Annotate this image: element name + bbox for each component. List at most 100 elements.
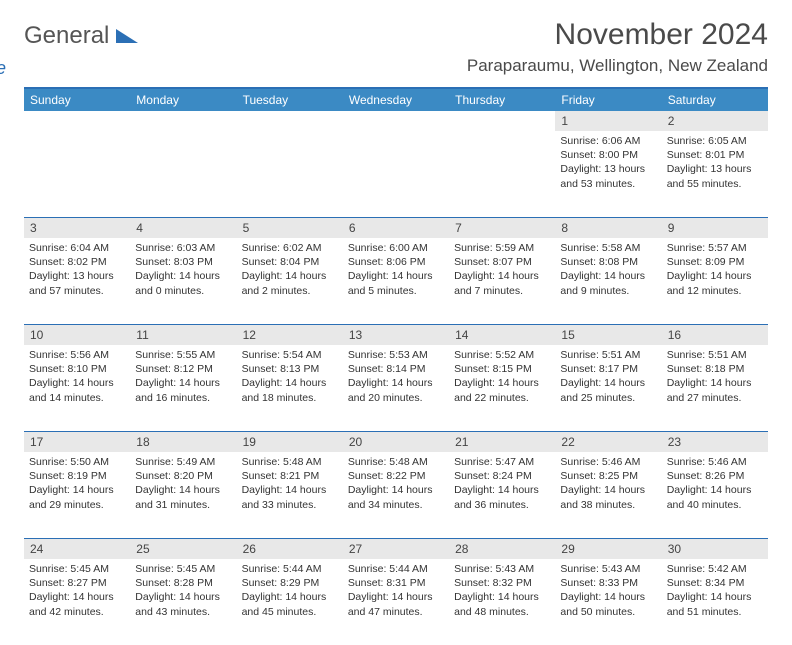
day-detail: Daylight: 14 hours and 48 minutes.: [454, 590, 550, 618]
day-detail: Sunrise: 5:51 AM: [560, 348, 656, 362]
day-detail: Sunset: 8:15 PM: [454, 362, 550, 376]
day-detail: Sunset: 8:24 PM: [454, 469, 550, 483]
week-content-row: Sunrise: 5:50 AMSunset: 8:19 PMDaylight:…: [24, 452, 768, 538]
day-number: 12: [237, 325, 343, 345]
day-number: 23: [662, 432, 768, 452]
day-detail: Sunrise: 5:43 AM: [454, 562, 550, 576]
day-detail: Sunrise: 5:44 AM: [242, 562, 338, 576]
week-content-row: Sunrise: 6:06 AMSunset: 8:00 PM Daylight:…: [24, 131, 768, 217]
day-number: 11: [130, 325, 236, 345]
day-detail: Sunrise: 5:52 AM: [454, 348, 550, 362]
day-cell: Sunrise: 5:43 AMSunset: 8:32 PMDaylight:…: [449, 559, 555, 645]
day-cell: [343, 131, 449, 217]
day-header: Thursday: [449, 89, 555, 111]
day-number: [24, 111, 130, 131]
day-number: 9: [662, 218, 768, 238]
logo-word1: General: [24, 22, 109, 49]
week: 3456789Sunrise: 6:04 AMSunset: 8:02 PMDa…: [24, 217, 768, 324]
daynum-row: 10111213141516: [24, 325, 768, 345]
day-detail: Daylight: 14 hours and 25 minutes.: [560, 376, 656, 404]
logo-triangle-icon: [116, 27, 138, 48]
day-number: 21: [449, 432, 555, 452]
day-header: Saturday: [662, 89, 768, 111]
day-detail: Daylight: 13 hours and 57 minutes.: [29, 269, 125, 297]
day-detail: Sunrise: 6:06 AM: [560, 134, 656, 148]
day-cell: Sunrise: 5:44 AMSunset: 8:31 PMDaylight:…: [343, 559, 449, 645]
day-header: Monday: [130, 89, 236, 111]
day-number: 30: [662, 539, 768, 559]
day-number: 8: [555, 218, 661, 238]
day-detail: Sunrise: 5:45 AM: [29, 562, 125, 576]
day-cell: Sunrise: 5:50 AMSunset: 8:19 PMDaylight:…: [24, 452, 130, 538]
weeks-container: 12 Sunrise: 6:06 AMSunset: 8:00 PM Dayligh…: [24, 111, 768, 645]
day-detail: Sunset: 8:09 PM: [667, 255, 763, 269]
week: 24252627282930Sunrise: 5:45 AMSunset: 8:…: [24, 538, 768, 645]
day-cell: Sunrise: 5:54 AMSunset: 8:13 PMDaylight:…: [237, 345, 343, 431]
day-detail: Sunset: 8:28 PM: [135, 576, 231, 590]
day-number: 17: [24, 432, 130, 452]
day-detail: Daylight: 14 hours and 7 minutes.: [454, 269, 550, 297]
day-cell: Sunrise: 5:48 AMSunset: 8:22 PMDaylight:…: [343, 452, 449, 538]
day-number: 7: [449, 218, 555, 238]
day-number: 3: [24, 218, 130, 238]
day-detail: Sunset: 8:26 PM: [667, 469, 763, 483]
day-cell: Sunrise: 5:45 AMSunset: 8:28 PMDaylight:…: [130, 559, 236, 645]
day-number: 18: [130, 432, 236, 452]
day-number: 15: [555, 325, 661, 345]
day-detail: Sunset: 8:02 PM: [29, 255, 125, 269]
day-detail: Sunrise: 5:57 AM: [667, 241, 763, 255]
day-cell: Sunrise: 5:48 AMSunset: 8:21 PMDaylight:…: [237, 452, 343, 538]
day-number: [237, 111, 343, 131]
day-detail: Daylight: 14 hours and 5 minutes.: [348, 269, 444, 297]
day-detail: Sunset: 8:10 PM: [29, 362, 125, 376]
daynum-row: 3456789: [24, 218, 768, 238]
day-header: Tuesday: [237, 89, 343, 111]
day-detail: Daylight: 14 hours and 40 minutes.: [667, 483, 763, 511]
day-detail: Sunset: 8:00 PM: [560, 148, 656, 162]
day-detail: Daylight: 14 hours and 36 minutes.: [454, 483, 550, 511]
day-detail: Sunrise: 5:47 AM: [454, 455, 550, 469]
day-detail: Sunrise: 5:53 AM: [348, 348, 444, 362]
day-number: 27: [343, 539, 449, 559]
day-cell: Sunrise: 5:51 AMSunset: 8:17 PMDaylight:…: [555, 345, 661, 431]
title-block: November 2024 Paraparaumu, Wellington, N…: [467, 18, 768, 76]
day-detail: Daylight: 14 hours and 20 minutes.: [348, 376, 444, 404]
day-detail: Daylight: 13 hours and 55 minutes.: [667, 162, 763, 190]
day-cell: Sunrise: 5:58 AMSunset: 8:08 PMDaylight:…: [555, 238, 661, 324]
day-number: 29: [555, 539, 661, 559]
week: 17181920212223Sunrise: 5:50 AMSunset: 8:…: [24, 431, 768, 538]
day-detail: Sunrise: 5:59 AM: [454, 241, 550, 255]
day-cell: Sunrise: 6:02 AMSunset: 8:04 PMDaylight:…: [237, 238, 343, 324]
day-detail: Sunrise: 5:46 AM: [667, 455, 763, 469]
day-detail: Sunrise: 5:55 AM: [135, 348, 231, 362]
day-detail: Sunrise: 5:44 AM: [348, 562, 444, 576]
day-cell: [449, 131, 555, 217]
logo: General Blue: [24, 24, 138, 79]
day-cell: [130, 131, 236, 217]
daynum-row: 12: [24, 111, 768, 131]
day-detail: Sunset: 8:17 PM: [560, 362, 656, 376]
day-cell: Sunrise: 5:46 AMSunset: 8:26 PMDaylight:…: [662, 452, 768, 538]
day-cell: Sunrise: 6:06 AMSunset: 8:00 PMDaylight:…: [555, 131, 661, 217]
day-detail: Daylight: 14 hours and 22 minutes.: [454, 376, 550, 404]
day-detail: Sunrise: 5:43 AM: [560, 562, 656, 576]
calendar: SundayMondayTuesdayWednesdayThursdayFrid…: [24, 87, 768, 645]
day-detail: Sunrise: 5:42 AM: [667, 562, 763, 576]
day-detail: Daylight: 14 hours and 27 minutes.: [667, 376, 763, 404]
day-detail: Sunrise: 5:56 AM: [29, 348, 125, 362]
day-detail: Daylight: 14 hours and 43 minutes.: [135, 590, 231, 618]
day-header: Friday: [555, 89, 661, 111]
day-detail: Sunset: 8:07 PM: [454, 255, 550, 269]
day-detail: Sunset: 8:31 PM: [348, 576, 444, 590]
daynum-row: 17181920212223: [24, 432, 768, 452]
day-detail: Daylight: 14 hours and 33 minutes.: [242, 483, 338, 511]
day-number: 14: [449, 325, 555, 345]
day-number: 13: [343, 325, 449, 345]
day-number: 4: [130, 218, 236, 238]
day-cell: Sunrise: 5:51 AMSunset: 8:18 PMDaylight:…: [662, 345, 768, 431]
day-detail: Sunrise: 5:48 AM: [348, 455, 444, 469]
day-number: [343, 111, 449, 131]
day-detail: Sunrise: 5:48 AM: [242, 455, 338, 469]
week: 12 Sunrise: 6:06 AMSunset: 8:00 PM Dayligh…: [24, 111, 768, 217]
day-detail: Sunset: 8:20 PM: [135, 469, 231, 483]
